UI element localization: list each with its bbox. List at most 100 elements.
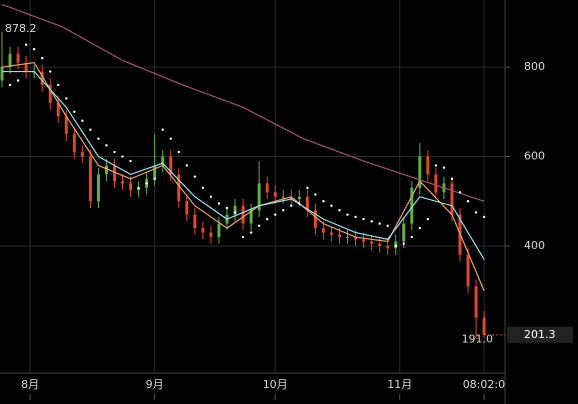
sar-dot [121,155,124,158]
low-label: 191.0 [462,332,494,345]
x-tick-label: 10月 [263,378,288,391]
sar-dot [24,43,28,46]
sar-dot [169,137,172,140]
candle-body [169,156,173,175]
y-tick-label: 600 [524,150,545,163]
sar-dot [233,211,237,214]
candle-body [418,156,422,188]
sar-dot [81,119,84,122]
sar-dot [442,166,446,169]
sar-dot [434,164,438,167]
candle-body [56,102,60,117]
sar-dot [378,222,381,225]
x-tick-label: 08:02:0 [463,378,505,391]
sar-dot [338,209,341,212]
candle-body [313,210,317,229]
candle-body [209,232,213,238]
sar-dot [65,97,68,100]
candle-body [466,254,470,287]
sar-dot [185,164,189,167]
sar-dot [450,177,454,181]
x-tick-label: 11月 [387,378,412,391]
sar-dot [362,217,365,221]
sar-dot [386,224,389,228]
sar-dot [193,175,197,178]
sar-dot [16,79,20,82]
candle-body [257,183,261,211]
sar-dot [225,206,229,210]
sar-dot [410,235,413,239]
candle-body [104,165,108,175]
candle-body [370,241,374,244]
candle-body [474,286,478,318]
candle-body [121,181,125,184]
last-price-label: 201.3 [524,328,556,341]
candle-body [426,156,430,175]
candle-body [177,174,181,202]
sar-dot [209,195,213,198]
candle-body [450,183,454,215]
sar-dot [330,204,333,207]
candle-body [321,228,325,233]
candle-body [48,84,52,103]
sar-dot [177,150,180,154]
candle-body [402,223,406,242]
sar-dot [474,211,478,214]
y-tick-label: 800 [524,60,545,73]
candle-body [305,196,309,211]
candle-body [217,223,221,238]
sar-dot [153,177,156,181]
sar-dot [73,110,76,114]
sar-dot [8,83,12,87]
sar-dot [306,186,309,190]
sar-dot [273,213,277,216]
sar-dot [265,217,269,221]
candle-body [289,196,293,200]
candle-body [185,201,189,215]
candle-body [24,62,28,72]
sar-dot [354,215,357,219]
candle-body [129,183,133,191]
sar-dot [145,182,148,185]
sar-dot [241,235,245,239]
sar-dot [426,217,430,221]
sar-dot [57,83,60,87]
sar-dot [32,47,36,51]
y-tick-label: 400 [524,239,545,252]
sar-dot [402,242,405,245]
x-tick-label: 9月 [146,378,164,391]
candle-body [329,232,333,235]
candle-body [72,134,76,153]
sar-dot [370,220,373,223]
sar-dot [394,244,397,248]
sar-dot [97,137,100,140]
sar-dot [217,202,221,205]
candle-body [153,165,157,179]
sar-dot [89,128,92,131]
candle-body [249,210,253,224]
candle-body [281,196,285,198]
candle-body [354,237,358,240]
candle-body [80,152,84,157]
candle-body [40,71,44,85]
candle-body [201,228,205,233]
candle-body [112,165,116,182]
sar-dot [458,191,462,194]
candle-body [386,245,390,249]
moving-average [1,61,485,291]
sar-dot [290,204,293,207]
candle-body [193,214,197,229]
candle-body [96,174,100,202]
candle-body [0,67,4,81]
high-label: 878.2 [5,22,37,35]
sar-dot [249,231,253,234]
sar-dot [322,200,325,203]
candle-body [64,116,68,135]
sar-dot [257,224,261,228]
candle-body [233,205,237,215]
candle-body [337,234,341,238]
sar-dot [201,186,205,190]
candle-body [273,192,277,197]
candle-body [265,183,269,193]
